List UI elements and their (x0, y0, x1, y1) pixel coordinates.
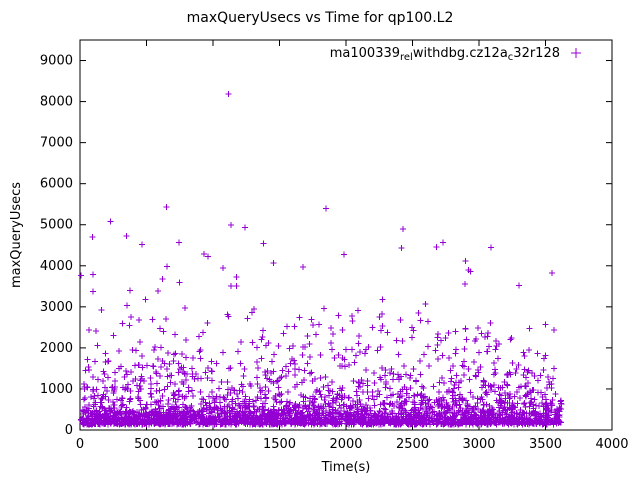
legend-label: ma100339relwithdbg.cz12ac32r128 (330, 46, 560, 63)
series-plus-markers (78, 91, 565, 428)
y-axis-label: maxQueryUsecs (9, 182, 24, 288)
plot-area: 0 500 1000 1500 2000 2500 3000 3500 4000 0 1000 200… (40, 39, 629, 452)
y-tick-label: 2000 (40, 341, 73, 356)
x-tick-label: 500 (134, 437, 159, 452)
legend-plus-marker-icon (571, 48, 581, 58)
axis-ticks (79, 40, 613, 431)
x-tick-label: 3500 (529, 437, 562, 452)
y-tick-label: 1000 (40, 382, 73, 397)
axis-tick-labels: 0 500 1000 1500 2000 2500 3000 3500 4000 0 1000 200… (40, 54, 629, 452)
y-tick-label: 7000 (40, 136, 73, 151)
chart-title: maxQueryUsecs vs Time for qp100.L2 (187, 10, 454, 26)
x-tick-label: 4000 (595, 437, 628, 452)
y-tick-label: 0 (65, 423, 73, 438)
x-tick-label: 1000 (196, 437, 229, 452)
x-tick-label: 3000 (462, 437, 495, 452)
y-tick-label: 4000 (40, 259, 73, 274)
x-tick-label: 1500 (263, 437, 296, 452)
y-tick-label: 3000 (40, 300, 73, 315)
y-tick-label: 9000 (40, 54, 73, 69)
y-tick-label: 6000 (40, 177, 73, 192)
x-tick-label: 0 (76, 437, 84, 452)
x-tick-label: 2500 (396, 437, 429, 452)
x-axis-label: Time(s) (321, 460, 371, 475)
legend: ma100339relwithdbg.cz12ac32r128 (330, 46, 581, 63)
y-tick-label: 5000 (40, 218, 73, 233)
scatter-points (78, 91, 565, 428)
x-tick-label: 2000 (329, 437, 362, 452)
y-tick-label: 8000 (40, 95, 73, 110)
